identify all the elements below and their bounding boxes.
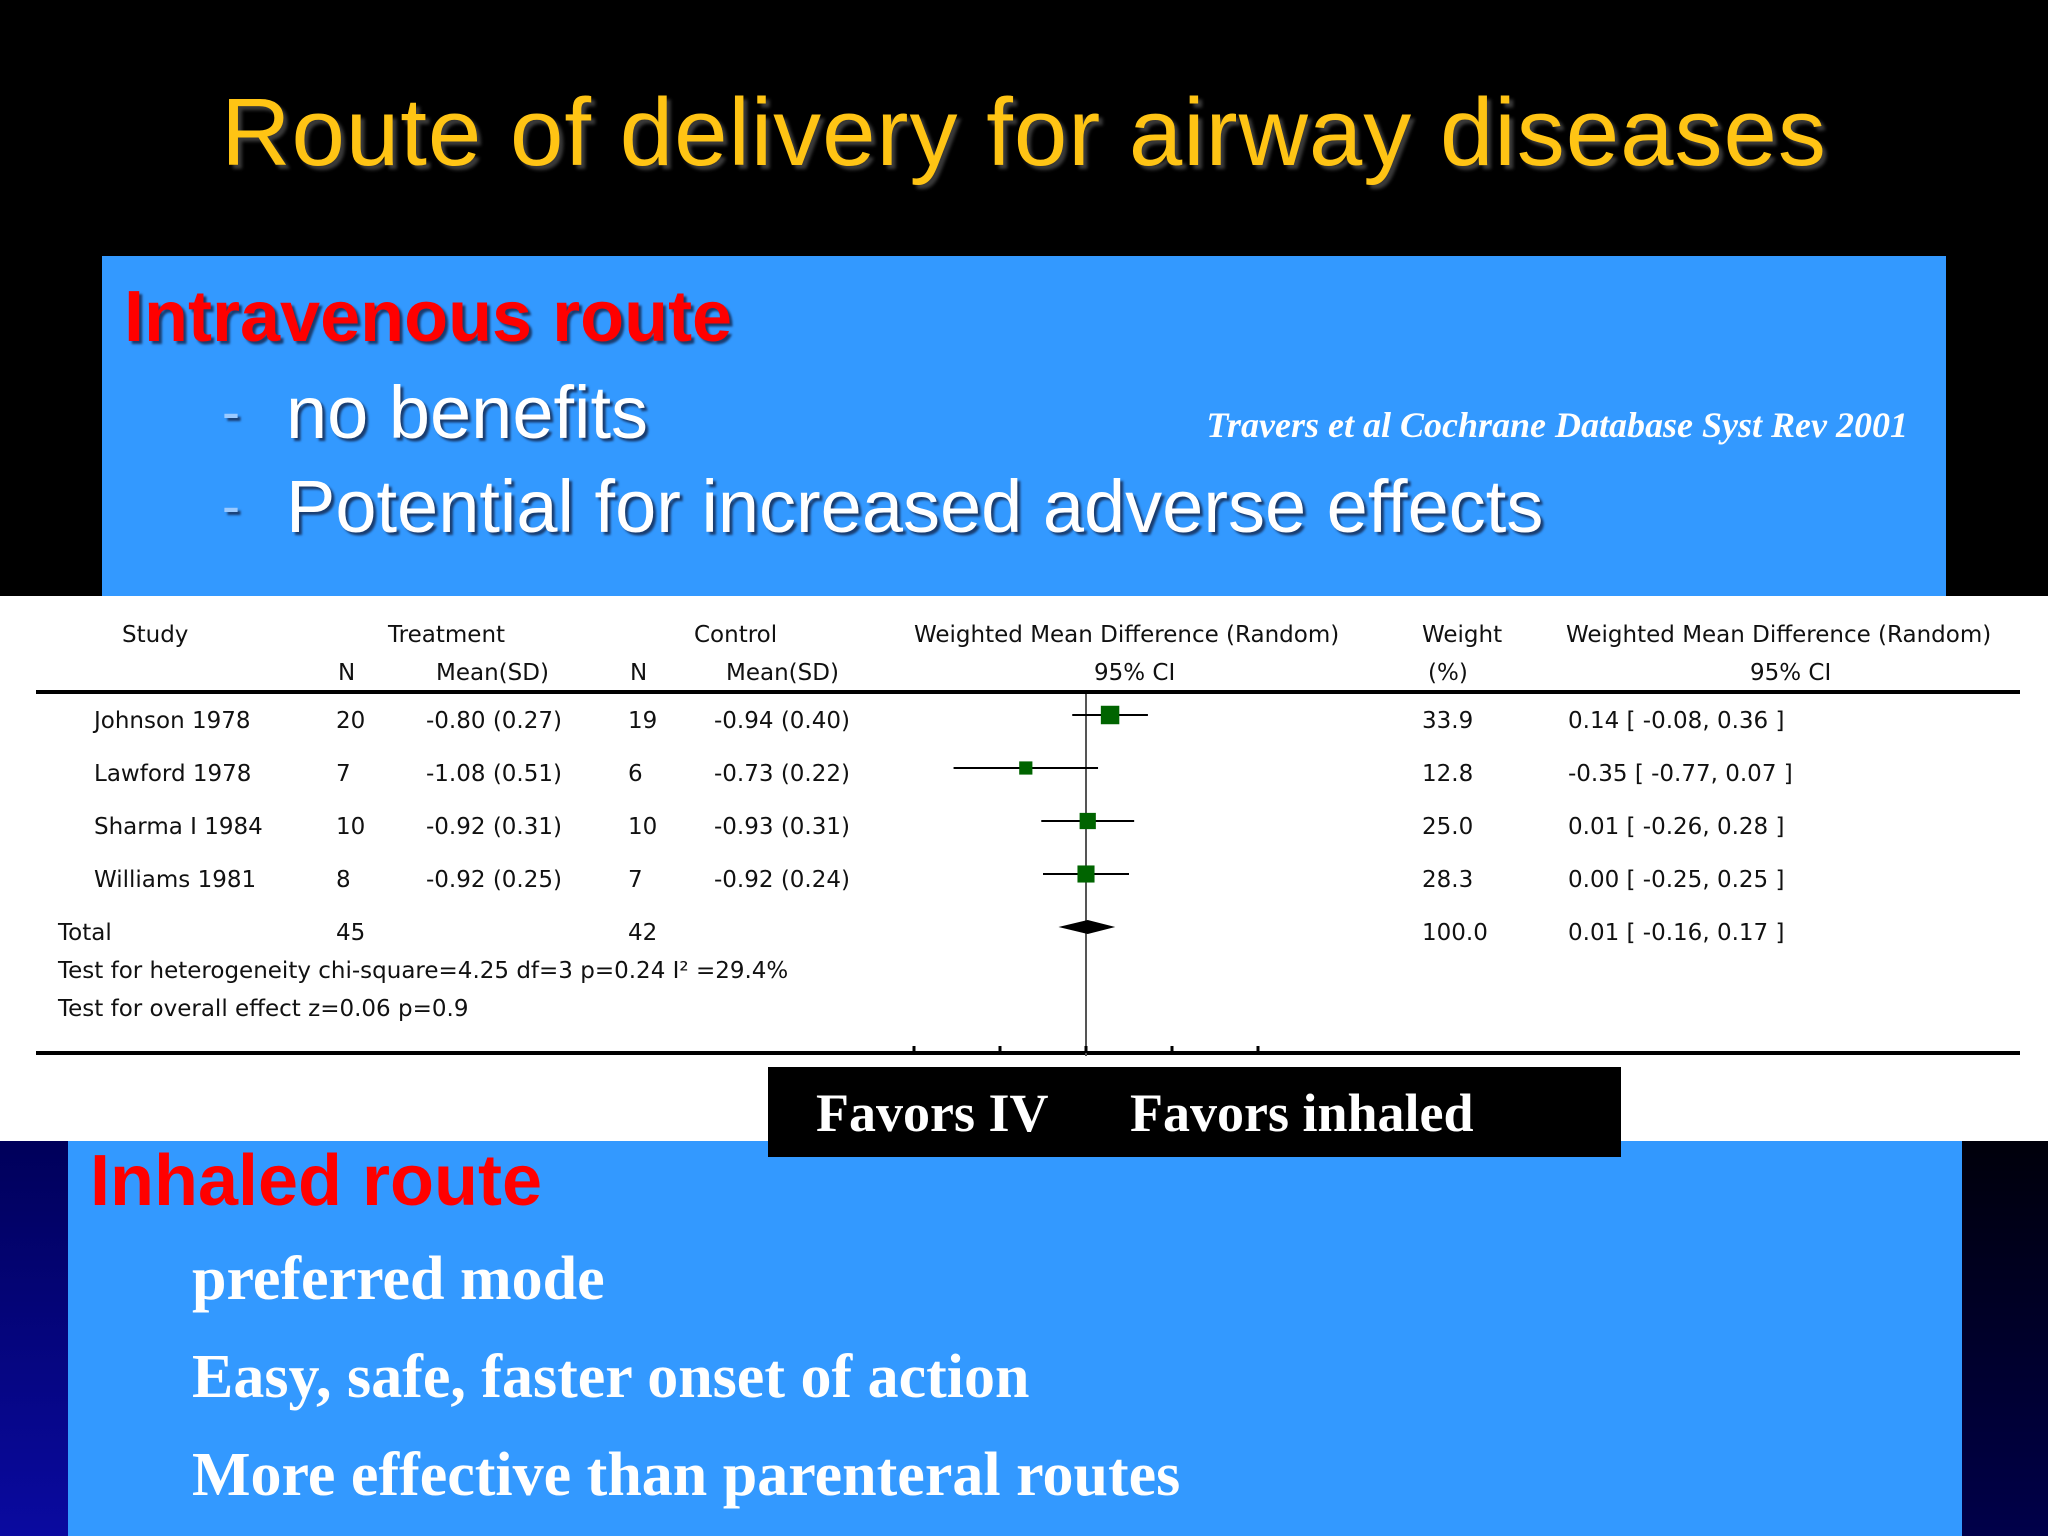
row-wmd: -0.35 [ -0.77, 0.07 ] [1568,761,1793,787]
overall-effect-test: Test for overall effect z=0.06 p=0.9 [58,996,469,1022]
header-ci: 95% CI [1094,660,1176,686]
row-study: Sharma I 1984 [94,814,263,840]
header-control-n: N [630,660,648,686]
total-treatment-n: 45 [336,920,366,946]
table-rule-bottom [36,1051,2020,1055]
bullet-marker: - [222,382,240,442]
row-control-n: 7 [628,867,643,893]
row-control-mean: -0.73 (0.22) [714,761,850,787]
row-control-n: 10 [628,814,658,840]
bullet-item: - Potential for increased adverse effects [222,464,1543,549]
inhaled-panel [68,1140,1962,1536]
bullet-text: Potential for increased adverse effects [285,465,1544,548]
row-treatment-n: 7 [336,761,351,787]
header-weight-pct: (%) [1428,660,1468,686]
inhaled-item: Easy, safe, faster onset of action [192,1343,1030,1411]
pooled-effect-diamond [1058,920,1116,934]
effect-marker [1100,705,1120,725]
total-wmd: 0.01 [ -0.16, 0.17 ] [1568,920,1785,946]
total-label: Total [58,920,112,946]
table-rule-top [36,690,2020,694]
row-study: Johnson 1978 [94,708,251,734]
header-wmd-ci: Weighted Mean Difference (Random) [1566,622,1992,648]
header-treatment-mean: Mean(SD) [436,660,549,686]
row-weight: 28.3 [1422,867,1474,893]
forest-plot-graphic [912,694,1260,1056]
header-ci-2: 95% CI [1750,660,1832,686]
header-treatment: Treatment [388,622,506,648]
header-treatment-n: N [338,660,356,686]
header-wmd: Weighted Mean Difference (Random) [914,622,1340,648]
row-control-mean: -0.93 (0.31) [714,814,850,840]
inhaled-item: preferred mode [192,1245,605,1313]
row-treatment-mean: -1.08 (0.51) [426,761,562,787]
citation: Travers et al Cochrane Database Syst Rev… [1206,405,1908,445]
effect-marker [1079,812,1096,830]
row-treatment-mean: -0.80 (0.27) [426,708,562,734]
row-control-mean: -0.92 (0.24) [714,867,850,893]
inhaled-item: More effective than parenteral routes [192,1441,1181,1509]
row-control-n: 19 [628,708,658,734]
header-weight: Weight [1422,622,1503,648]
inhaled-heading: Inhaled route [90,1141,543,1221]
row-wmd: 0.14 [ -0.08, 0.36 ] [1568,708,1785,734]
intravenous-panel [102,256,1946,601]
row-study: Lawford 1978 [94,761,252,787]
row-weight: 33.9 [1422,708,1474,734]
header-control: Control [694,622,778,648]
bullet-item: - no benefits [222,370,648,455]
row-treatment-n: 10 [336,814,366,840]
header-control-mean: Mean(SD) [726,660,839,686]
favors-inhaled-label: Favors inhaled [1130,1083,1474,1143]
header-study: Study [122,622,189,648]
intravenous-heading: Intravenous route [124,277,733,357]
effect-marker [1077,865,1095,883]
total-control-n: 42 [628,920,658,946]
row-wmd: 0.00 [ -0.25, 0.25 ] [1568,867,1785,893]
row-weight: 12.8 [1422,761,1474,787]
effect-marker [1019,761,1033,775]
bullet-marker: - [222,476,240,536]
row-control-n: 6 [628,761,643,787]
background-accent [0,1140,70,1536]
slide-title: Route of delivery for airway diseases [221,79,1827,186]
favors-iv-label: Favors IV [816,1083,1049,1143]
row-treatment-mean: -0.92 (0.25) [426,867,562,893]
total-weight: 100.0 [1422,920,1488,946]
row-wmd: 0.01 [ -0.26, 0.28 ] [1568,814,1785,840]
row-treatment-mean: -0.92 (0.31) [426,814,562,840]
row-weight: 25.0 [1422,814,1474,840]
row-treatment-n: 20 [336,708,366,734]
forest-plot-figure: Study Treatment Control Weighted Mean Di… [0,596,2048,1141]
favors-label-box [768,1067,1621,1157]
row-treatment-n: 8 [336,867,351,893]
row-control-mean: -0.94 (0.40) [714,708,850,734]
row-study: Williams 1981 [94,867,257,893]
heterogeneity-test: Test for heterogeneity chi-square=4.25 d… [58,958,789,984]
bullet-text: no benefits [285,371,649,454]
